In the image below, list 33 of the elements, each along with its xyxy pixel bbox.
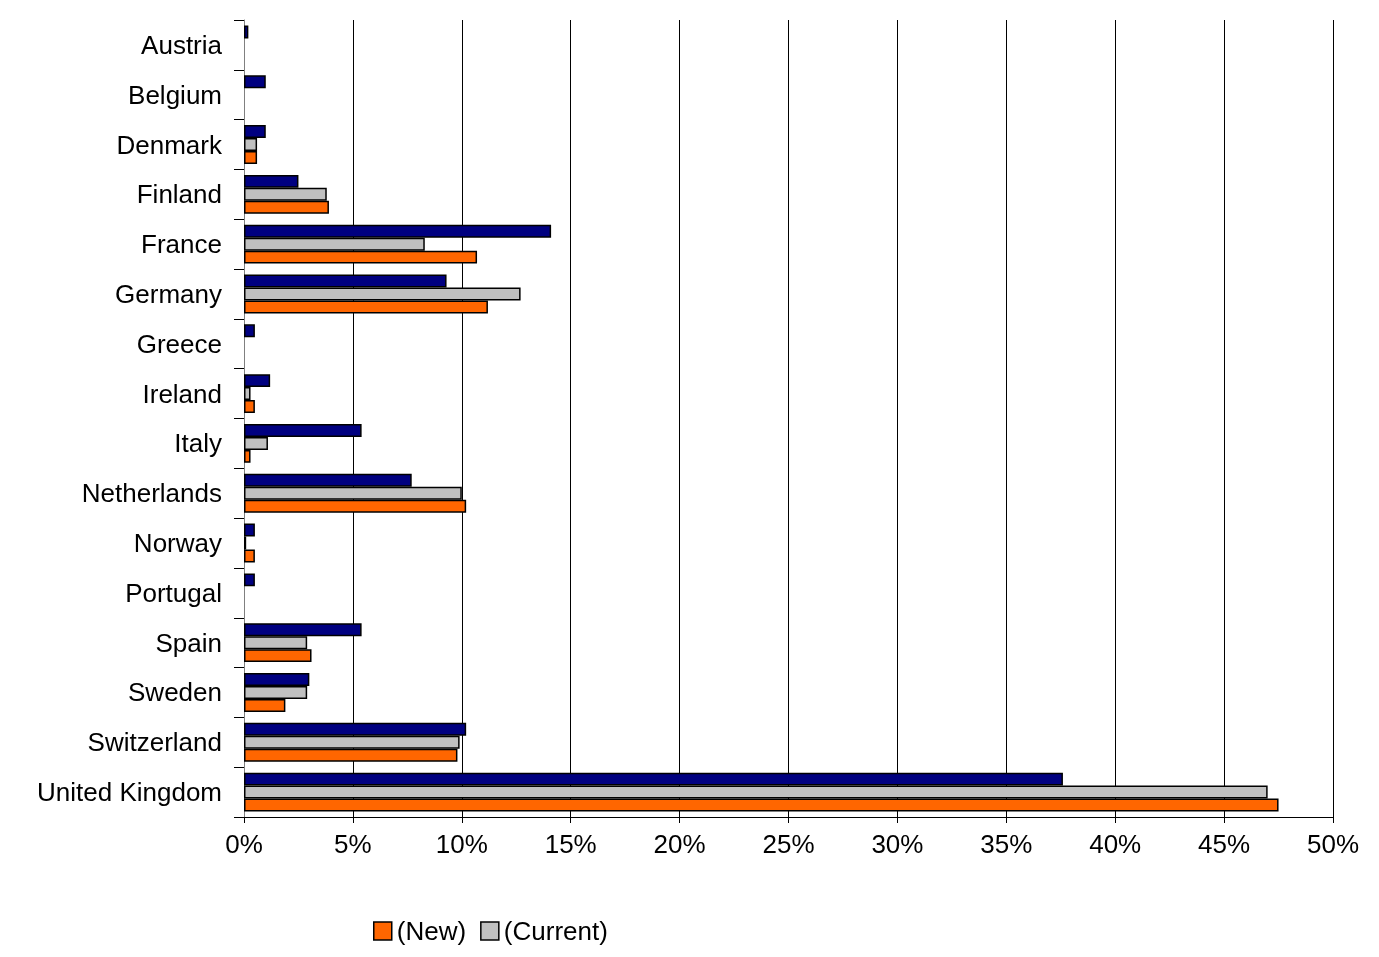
y-tick-label: Austria <box>141 29 223 60</box>
x-tick-label: 0% <box>225 829 263 859</box>
y-tick-label: Ireland <box>142 378 222 409</box>
y-tick-label: Greece <box>136 328 222 359</box>
y-tick-label: Portugal <box>125 577 222 608</box>
x-tick-label: 45% <box>1198 829 1251 859</box>
x-tick-label: 35% <box>980 829 1033 859</box>
legend-label: (New) <box>396 916 467 946</box>
x-tick-label: 50% <box>1306 829 1360 859</box>
y-tick-label: United Kingdom <box>37 777 222 808</box>
legend-label: (Current) <box>503 916 608 946</box>
y-tick-label: Finland <box>136 179 222 210</box>
y-tick-label: Denmark <box>116 129 223 160</box>
x-tick-label: 25% <box>762 829 815 859</box>
bar <box>244 573 255 587</box>
bar <box>244 25 249 39</box>
x-tick-label: 10% <box>435 829 488 859</box>
bar <box>244 324 255 338</box>
y-tick-label: Norway <box>133 528 222 559</box>
y-tick-label: Spain <box>155 627 222 658</box>
x-tick-label: 5% <box>334 829 372 859</box>
y-tick-label: Germany <box>115 278 222 309</box>
y-tick-label: Netherlands <box>81 478 222 509</box>
x-tick-label: 20% <box>653 829 706 859</box>
y-tick-label: Sweden <box>128 677 222 708</box>
y-tick-label: France <box>141 229 222 260</box>
x-tick-label: 15% <box>544 829 597 859</box>
y-tick-label: Belgium <box>128 79 222 110</box>
y-tick-label: Italy <box>174 428 222 459</box>
y-tick-label: Switzerland <box>87 727 222 758</box>
x-tick-label: 40% <box>1089 829 1142 859</box>
x-tick-label: 30% <box>871 829 924 859</box>
bar <box>244 75 266 89</box>
